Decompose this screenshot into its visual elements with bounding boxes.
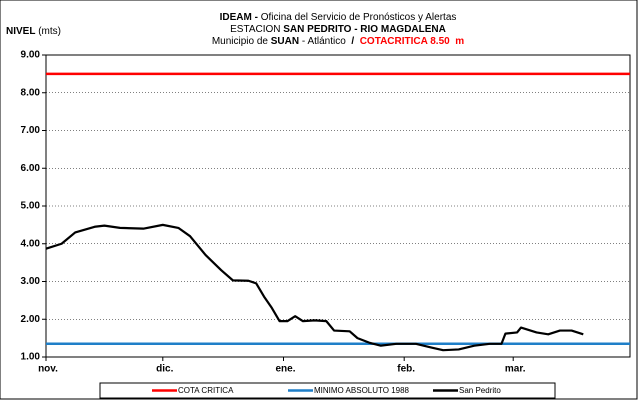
title-line: IDEAM - Oficina del Servicio de Pronósti…	[220, 12, 457, 23]
y-tick-label: 1.00	[21, 352, 41, 363]
x-tick-label: dic.	[156, 364, 173, 375]
y-label-part: (mts)	[35, 26, 61, 37]
legend-box	[99, 382, 556, 399]
title-part: COTACRITICA 8.50 m	[354, 36, 464, 47]
y-tick-label: 5.00	[21, 201, 41, 212]
legend-label: MINIMO ABSOLUTO 1988	[314, 386, 410, 395]
title-part: IDEAM -	[220, 12, 258, 23]
title-part: /	[351, 36, 354, 47]
x-tick-label: ene.	[275, 364, 295, 375]
y-label-part: NIVEL	[6, 26, 35, 37]
y-tick-label: 4.00	[21, 238, 41, 249]
plot-area	[45, 54, 631, 358]
y-axis-label: NIVEL (mts)	[6, 26, 61, 37]
title-part: SUAN	[271, 36, 299, 47]
title-line: Municipio de SUAN - Atlántico / COTACRIT…	[212, 36, 464, 47]
series-line	[45, 223, 584, 352]
title-part: SAN PEDRITO - RIO MAGDALENA	[283, 24, 446, 35]
x-tick-label: nov.	[38, 364, 58, 375]
y-tick-label: 9.00	[21, 50, 41, 61]
y-tick-label: 2.00	[21, 314, 41, 325]
title-part: Municipio de	[212, 36, 271, 47]
y-tick-label: 7.00	[21, 125, 41, 136]
legend-label: COTA CRITICA	[178, 386, 234, 395]
title-part: ESTACION	[230, 24, 283, 35]
title-part: Oficina del Servicio de Pronósticos y Al…	[258, 12, 456, 23]
x-tick-label: feb.	[397, 364, 415, 375]
y-tick-label: 6.00	[21, 163, 41, 174]
title-line: ESTACION SAN PEDRITO - RIO MAGDALENA	[230, 24, 446, 35]
x-tick-label: mar.	[505, 364, 526, 375]
legend-label: San Pedrito	[459, 386, 501, 395]
y-tick-label: 3.00	[21, 276, 41, 287]
title-part: - Atlántico	[299, 36, 351, 47]
y-tick-label: 8.00	[21, 87, 41, 98]
